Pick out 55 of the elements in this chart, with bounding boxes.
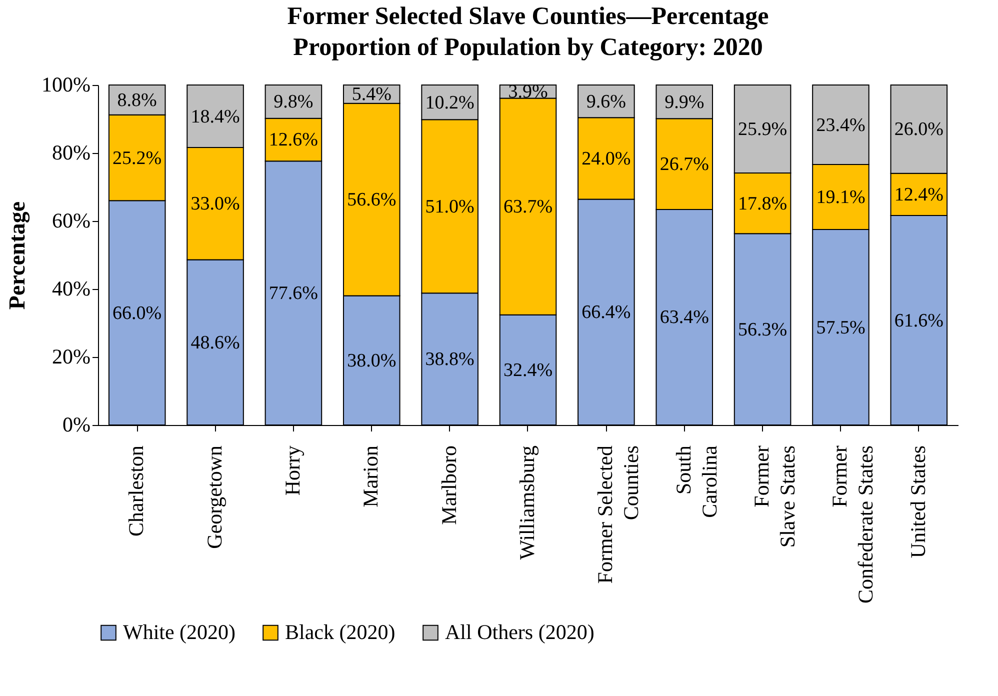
- x-tick-label: South Carolina: [671, 444, 722, 518]
- x-tick-label: Former Slave States: [750, 446, 800, 548]
- data-label: 9.9%: [664, 92, 704, 113]
- data-label: 66.0%: [112, 302, 162, 324]
- x-tick-label: Charleston: [124, 445, 148, 536]
- data-label: 24.0%: [582, 148, 631, 170]
- data-label: 32.4%: [503, 360, 553, 381]
- data-label: 33.0%: [190, 194, 240, 215]
- legend-label: Black (2020): [285, 620, 396, 644]
- data-label: 12.4%: [894, 184, 944, 206]
- legend-label: All Others (2020): [445, 620, 594, 644]
- data-label: 26.0%: [894, 119, 944, 140]
- data-label: 17.8%: [738, 193, 788, 214]
- data-label: 77.6%: [268, 283, 318, 304]
- data-label: 10.2%: [425, 92, 475, 114]
- data-label: 18.4%: [190, 106, 240, 128]
- y-tick-label: 20%: [52, 344, 90, 368]
- data-label: 9.6%: [586, 91, 626, 112]
- data-label: 56.6%: [347, 190, 396, 211]
- y-tick-label: 0%: [62, 412, 90, 436]
- x-tick-label: Marlboro: [436, 446, 461, 525]
- x-tick-label: Horry: [280, 445, 304, 496]
- data-label: 25.2%: [112, 148, 162, 169]
- data-label: 66.4%: [582, 302, 631, 324]
- data-label: 25.9%: [738, 119, 788, 140]
- data-label: 63.4%: [660, 307, 710, 328]
- data-label: 38.8%: [425, 349, 475, 370]
- data-label: 9.8%: [274, 92, 314, 113]
- x-tick-label: Former Selected Counties: [593, 445, 644, 584]
- x-tick-label: Williamsburg: [515, 445, 539, 560]
- y-axis-title: Percentage: [4, 201, 31, 310]
- data-label: 48.6%: [190, 332, 240, 354]
- data-label: 23.4%: [816, 114, 866, 136]
- data-label: 57.5%: [816, 317, 866, 338]
- y-tick-label: 40%: [52, 276, 90, 300]
- data-label: 26.7%: [660, 154, 710, 176]
- y-tick-label: 60%: [52, 208, 90, 232]
- x-tick-label: Marion: [358, 445, 383, 508]
- x-tick-label: Former Confederate States: [828, 446, 878, 604]
- y-tick-label: 100%: [42, 72, 90, 96]
- data-label: 19.1%: [816, 187, 866, 208]
- x-tick-label: United States: [906, 446, 930, 558]
- chart-title: Former Selected Slave Counties—Percentage Proportion of Population by Category: 2020: [287, 3, 769, 61]
- data-label: 63.7%: [503, 196, 553, 218]
- data-label: 51.0%: [425, 196, 475, 218]
- data-label: 61.6%: [894, 310, 944, 332]
- legend-label: White (2020): [123, 620, 236, 644]
- data-label: 56.3%: [738, 319, 788, 340]
- data-label: 12.6%: [268, 130, 318, 151]
- x-tick-label: Georgetown: [202, 445, 226, 549]
- data-label: 5.4%: [352, 84, 392, 106]
- data-label: 3.9%: [508, 82, 548, 103]
- data-label: 38.0%: [347, 350, 396, 372]
- data-label: 8.8%: [117, 90, 158, 111]
- y-tick-label: 80%: [52, 140, 90, 164]
